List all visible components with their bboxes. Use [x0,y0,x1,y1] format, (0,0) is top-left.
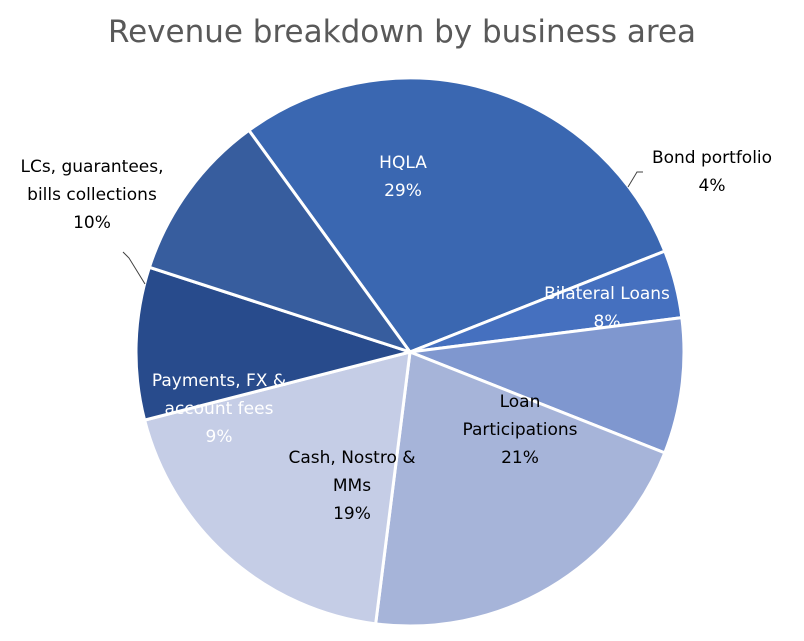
slice-label-line: Bond portfolio [652,148,772,168]
slice-label: Bond portfolio 4% [652,148,772,196]
leader-line [122,251,146,285]
leader-line [627,171,643,188]
slice-label-line: 21% [501,448,539,468]
slice-label-line: Loan [500,392,541,412]
slice-label: Bilateral Loans 8% [544,284,670,332]
slice-label: Payments, FX & account fees 9% [152,371,286,447]
slice-label-line: Bilateral Loans [544,284,670,304]
chart-title: Revenue breakdown by business area [107,14,697,50]
pie-slice-cash-nostro-mms [143,350,412,626]
slice-label-line: Cash, Nostro & [288,448,415,468]
slice-label-line: LCs, guarantees, [20,157,163,177]
pie-slice-lcs-guarantees-bills-collections [147,128,412,354]
slice-label-line: bills collections [27,185,157,205]
slice-label: Loan Participations 21% [463,392,578,468]
slice-label-line: 9% [206,427,233,447]
pie-slice-hqla [247,76,667,354]
slice-label: HQLA 29% [379,153,427,201]
slice-label-line: 29% [384,181,422,201]
slice-label: LCs, guarantees, bills collections 10% [20,157,163,233]
slice-label-line: HQLA [379,153,427,173]
slice-label: Cash, Nostro & MMs 19% [288,448,415,524]
slice-label-line: 8% [594,312,621,332]
pie-slice-loan-participations [374,350,667,628]
slice-label-line: Payments, FX & [152,371,286,391]
slice-label-line: 10% [73,213,111,233]
pie-slice-payments-fx-account-fees [134,265,412,422]
pie-slice-bilateral-loans [408,316,686,455]
slice-label-line: 19% [333,504,371,524]
slice-label-line: account fees [165,399,274,419]
slice-label-line: 4% [699,176,726,196]
slice-label-line: MMs [333,476,371,496]
slice-label-line: Participations [463,420,578,440]
